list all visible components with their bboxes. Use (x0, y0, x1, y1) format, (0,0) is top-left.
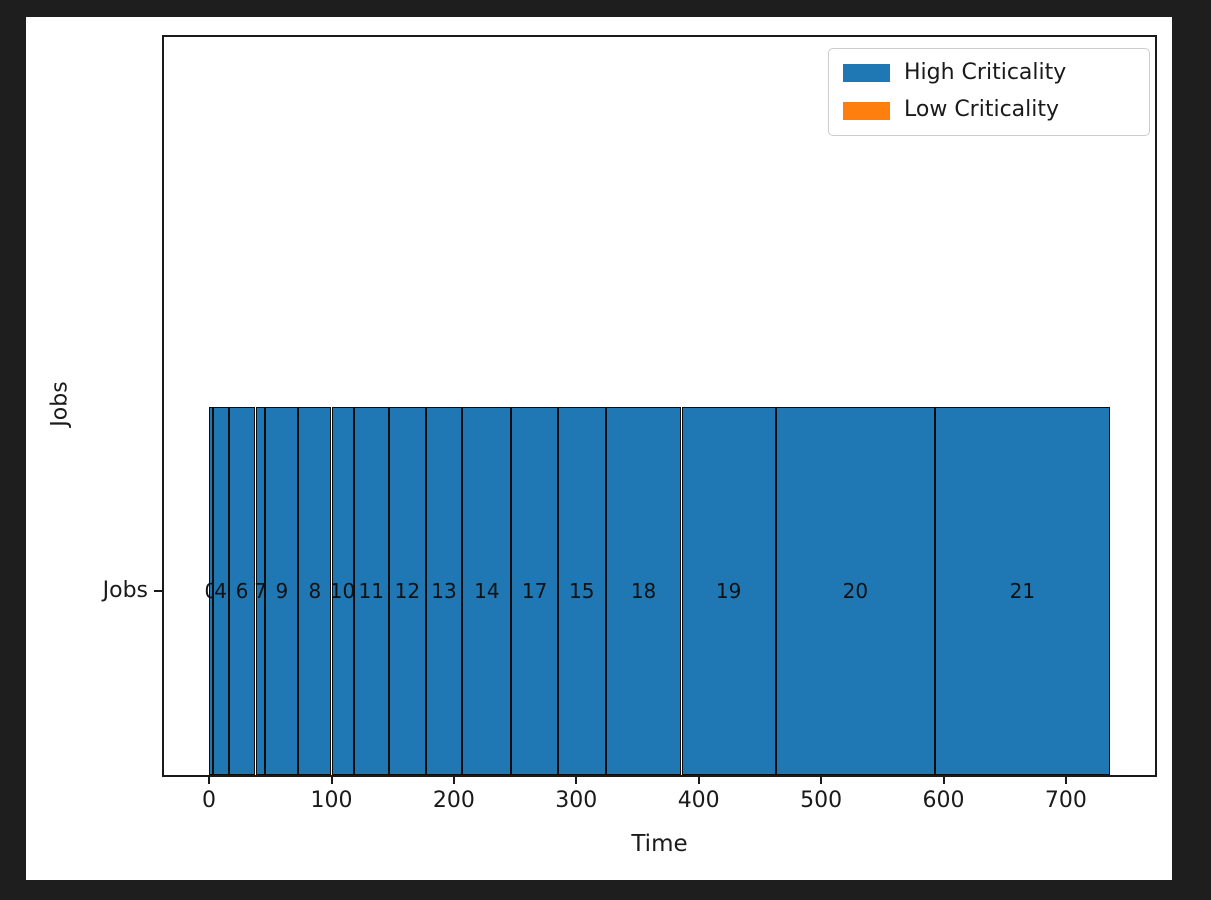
y-tick-label: Jobs (102, 577, 148, 603)
y-axis-label: Jobs (47, 381, 73, 427)
legend-label: High Criticality (904, 60, 1067, 85)
x-tick-label: 700 (1044, 788, 1087, 813)
gantt-bar-job-17: 17 (511, 407, 558, 775)
gantt-bar-job-10: 10 (329, 407, 356, 775)
gantt-bar-job-7: 7 (254, 407, 267, 775)
bar-label: 7 (254, 579, 267, 603)
gantt-bar-job-8: 8 (298, 407, 332, 775)
x-tick-label: 300 (555, 788, 598, 813)
x-tick-label: 400 (677, 788, 720, 813)
x-tick-mark (575, 777, 578, 784)
bar-label: 17 (521, 579, 548, 603)
bar-label: 20 (842, 579, 869, 603)
x-tick-mark (330, 777, 333, 784)
gantt-bar-job-11: 11 (353, 407, 389, 775)
bar-label: 4 (214, 579, 227, 603)
gantt-bar-job-13: 13 (425, 407, 463, 775)
legend-swatch-icon (843, 64, 890, 83)
gantt-bar-job-14: 14 (462, 407, 512, 775)
bar-label: 14 (474, 579, 500, 603)
bar-label: 11 (358, 579, 384, 603)
legend: High Criticality Low Criticality (828, 48, 1150, 136)
y-tick-mark (154, 590, 162, 592)
bar-label: 19 (715, 579, 742, 603)
x-tick-mark (208, 777, 210, 784)
x-tick-label: 100 (310, 788, 353, 813)
bar-label: 15 (569, 579, 595, 603)
x-tick-label: 200 (432, 788, 475, 813)
gantt-bar-job-12: 12 (389, 407, 426, 775)
x-tick-mark (942, 777, 945, 784)
bar-label: 9 (275, 579, 289, 603)
bar-label: 8 (308, 579, 322, 603)
bar-label: 12 (394, 579, 421, 603)
legend-entry: Low Criticality (843, 97, 1135, 123)
legend-entry: High Criticality (843, 60, 1135, 86)
bar-label: 10 (329, 579, 356, 603)
bar-label: 18 (630, 579, 657, 603)
gantt-bar-job-19: 19 (681, 407, 776, 775)
legend-swatch-icon (843, 101, 890, 120)
x-tick-mark (452, 777, 455, 784)
gantt-bar-job-18: 18 (605, 407, 682, 775)
x-tick-label: 500 (800, 788, 843, 813)
bar-label: 21 (1009, 579, 1036, 603)
x-tick-label: 600 (922, 788, 965, 813)
x-tick-label: 0 (202, 788, 216, 813)
bar-label: 13 (431, 579, 457, 603)
gantt-bar-job-6: 6 (228, 407, 256, 775)
legend-label: Low Criticality (904, 97, 1060, 123)
gantt-bar-job-20: 20 (775, 407, 935, 775)
x-tick-mark (1064, 777, 1067, 784)
gantt-bar-job-15: 15 (557, 407, 606, 775)
chart-figure: Jobs Jobs 0 4 6 7 9 8 10 11 12 13 14 17 15 18 19 20 21 0 1… (26, 17, 1172, 880)
x-tick-mark (697, 777, 700, 784)
gantt-bar-job-9: 9 (265, 407, 299, 775)
bar-label: 6 (235, 579, 249, 603)
gantt-bar-job-21: 21 (934, 407, 1110, 775)
x-tick-mark (820, 777, 823, 784)
plot-area: Jobs 0 4 6 7 9 8 10 11 12 13 14 17 15 18 19 20 21 0 100 200… (103, 35, 1157, 813)
gantt-bar-job-4: 4 (212, 407, 229, 775)
x-axis-label: Time (631, 831, 688, 857)
